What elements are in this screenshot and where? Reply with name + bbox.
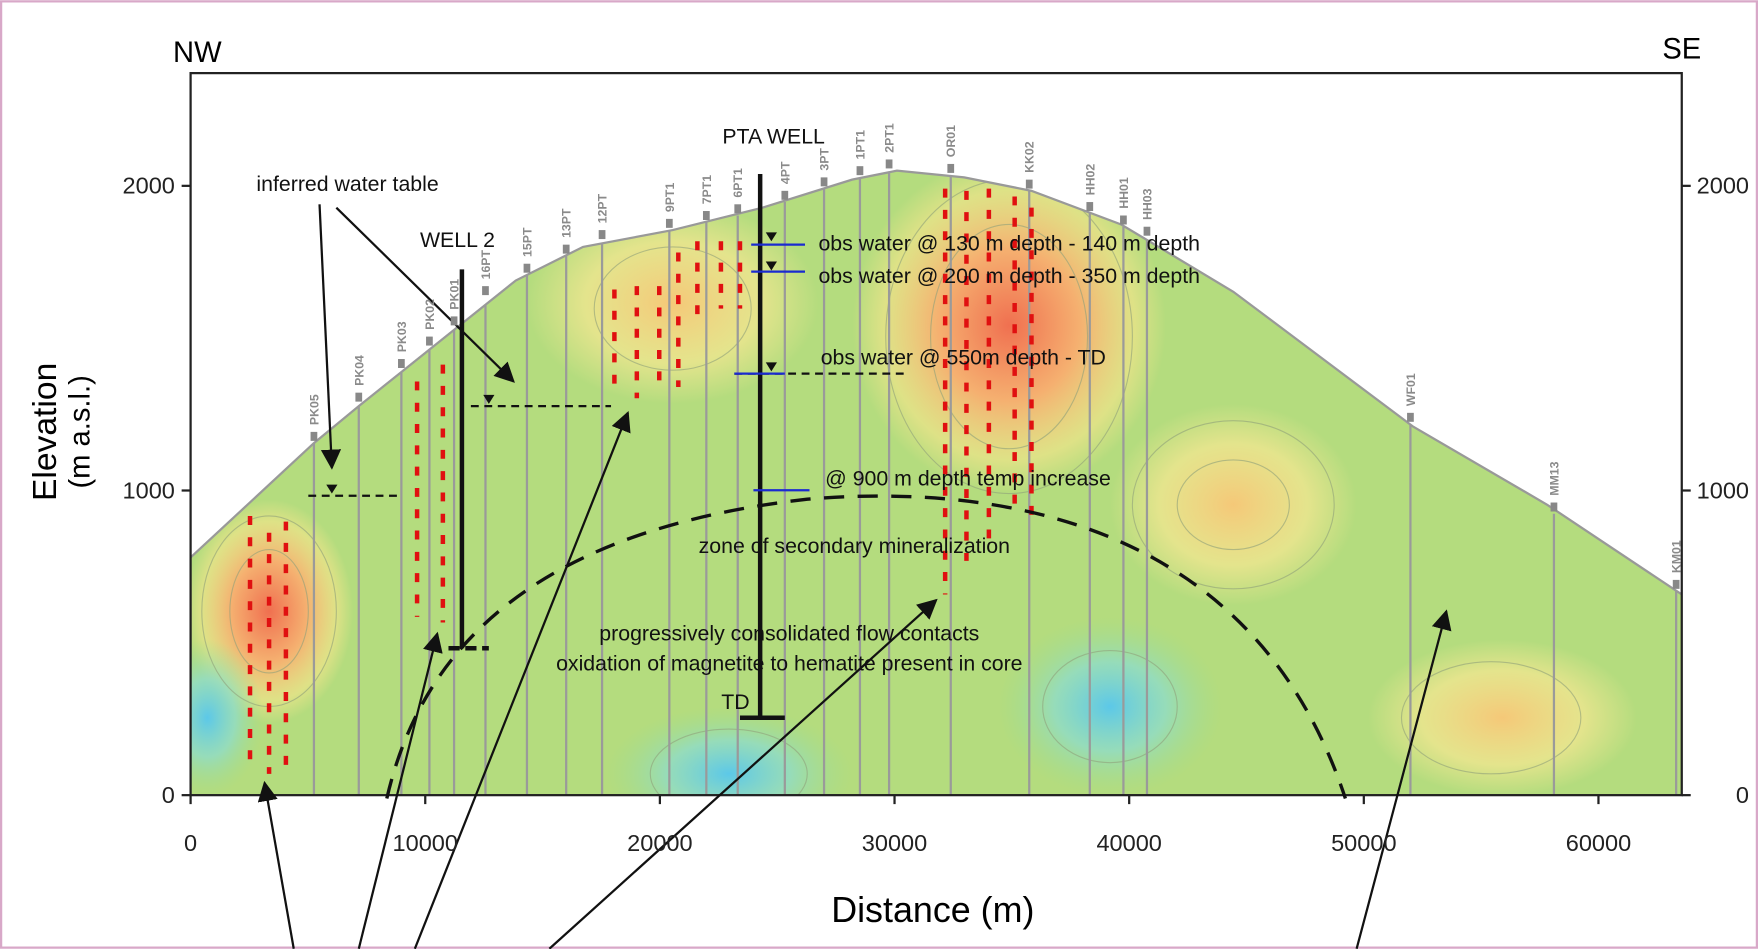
well-label: 15PT: [520, 227, 534, 257]
well-collar: [1144, 227, 1151, 236]
obs-water-3: obs water @ 550m depth - TD: [821, 346, 1106, 370]
well-label: 3PT: [818, 148, 832, 171]
well-label: 13PT: [560, 208, 574, 238]
well-collar: [734, 204, 741, 213]
well-collar: [482, 286, 489, 295]
well-label: KM01: [1670, 540, 1684, 573]
well-label: PK03: [395, 321, 409, 352]
y-tick-label: 2000: [123, 173, 175, 199]
well-label: HH02: [1083, 164, 1097, 196]
well-label: HH03: [1140, 188, 1154, 220]
page: {"chart_data": { "type": "cross-section"…: [0, 0, 1758, 949]
well-collar: [1120, 216, 1127, 225]
well-label: 6PT1: [731, 168, 745, 198]
x-axis-title: Distance (m): [831, 890, 1034, 930]
well-label: PK05: [307, 394, 321, 425]
well-collar: [666, 219, 673, 228]
well-label: 7PT1: [700, 175, 714, 205]
x-tick-label: 20000: [627, 830, 692, 856]
well-2-label: WELL 2: [420, 228, 495, 252]
well-label: WF01: [1404, 373, 1418, 406]
x-tick-label: 30000: [862, 830, 927, 856]
well-collar: [355, 393, 362, 402]
obs-water-2: obs water @ 200 m depth - 350 m depth: [818, 264, 1200, 288]
temp-note: @ 900 m depth temp increase: [825, 467, 1111, 491]
x-tick-label: 40000: [1096, 830, 1161, 856]
well-collar: [451, 316, 458, 325]
well-collar: [563, 245, 570, 254]
cross-section-figure: NW SE Distance (m) Elevation (m a.s.l.) …: [0, 0, 1758, 949]
well-collar: [1407, 413, 1414, 422]
td-label: TD: [721, 690, 749, 714]
y-axis-title: Elevation: [27, 363, 64, 501]
y-tick-label: 1000: [123, 477, 175, 503]
well-label: 12PT: [596, 193, 610, 223]
well-collar: [703, 211, 710, 220]
x-tick-label: 10000: [393, 830, 458, 856]
well-label: 1PT1: [853, 130, 867, 160]
well-collar: [524, 264, 531, 273]
oxidation-note: oxidation of magnetite to hematite prese…: [556, 652, 1022, 676]
direction-se: SE: [1662, 34, 1701, 66]
well-collar: [398, 359, 405, 368]
direction-nw: NW: [173, 37, 222, 69]
well-label: OR01: [944, 125, 958, 157]
x-tick-label: 60000: [1566, 830, 1631, 856]
well-label: 2PT1: [883, 123, 897, 153]
well-collar: [1086, 202, 1093, 211]
y2-tick-label: 1000: [1697, 477, 1749, 503]
well-collar: [947, 164, 954, 173]
well-collar: [1551, 503, 1558, 512]
well-label: 4PT: [778, 161, 792, 184]
well-collar: [781, 191, 788, 200]
water-table-label: inferred water table: [256, 172, 438, 196]
well-label: KK02: [1023, 141, 1037, 173]
well-collar: [311, 432, 318, 441]
y-axis-subtitle: (m a.s.l.): [65, 375, 97, 488]
x-tick-label: 50000: [1331, 830, 1396, 856]
y2-tick-label: 2000: [1697, 173, 1749, 199]
well-label: PK01: [448, 279, 462, 310]
well-collar: [857, 166, 864, 175]
well-label: PK02: [423, 299, 437, 330]
y2-tick-label: 0: [1736, 782, 1749, 808]
pta-well-label: PTA WELL: [722, 125, 825, 149]
obs-water-1: obs water @ 130 m depth - 140 m depth: [818, 231, 1200, 255]
well-collar: [1673, 580, 1680, 589]
x-tick-label: 0: [184, 830, 197, 856]
well-collar: [426, 337, 433, 346]
well-label: 16PT: [479, 249, 493, 279]
well-collar: [1026, 180, 1033, 189]
well-collar: [821, 177, 828, 186]
well-collar: [599, 230, 606, 239]
well-label: PK04: [352, 355, 366, 386]
well-label: HH01: [1117, 177, 1131, 209]
zone-label: zone of secondary mineralization: [699, 534, 1010, 558]
well-label: 9PT1: [663, 183, 677, 213]
well-collar: [886, 159, 893, 168]
flow-note: progressively consolidated flow contacts: [599, 621, 979, 645]
y-tick-label: 0: [162, 782, 175, 808]
well-label: MM13: [1547, 461, 1561, 495]
